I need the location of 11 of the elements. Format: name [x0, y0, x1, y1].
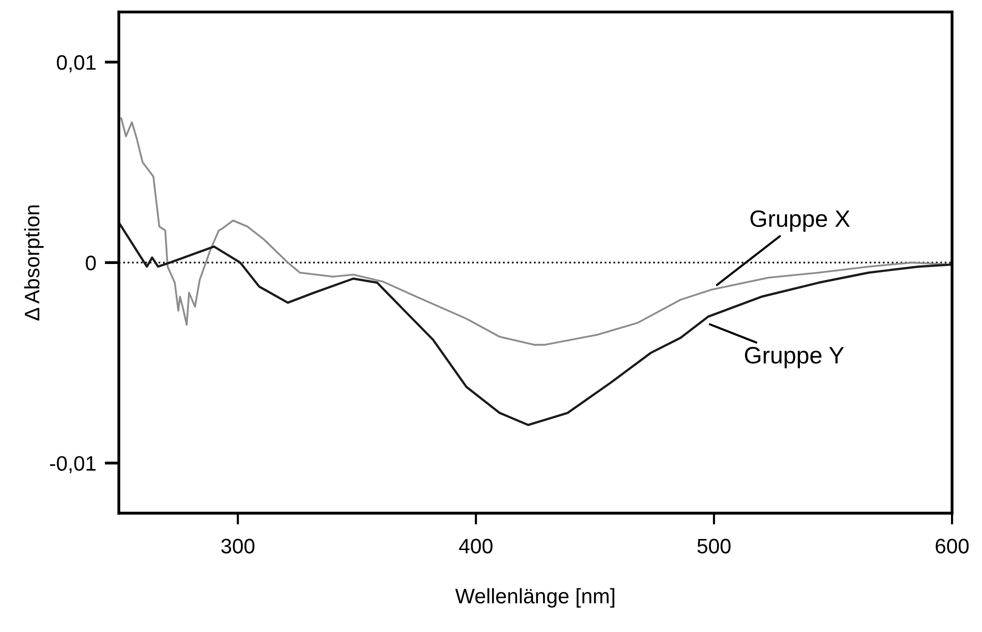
y-tick-label: -0,01 — [50, 456, 96, 474]
x-axis-title: Wellenlänge [nm] — [455, 588, 614, 608]
x-tick-label: 600 — [936, 538, 969, 554]
series-label: Gruppe Y — [744, 346, 844, 368]
x-tick-label: 500 — [697, 538, 731, 554]
x-tick-label: 400 — [459, 538, 492, 554]
x-tick-label: 300 — [221, 538, 254, 554]
series-label: Gruppe X — [750, 210, 850, 232]
y-axis-title: Δ Absorption — [24, 205, 44, 320]
y-tick-label: 0 — [86, 256, 96, 270]
y-tick-label: 0,01 — [56, 55, 96, 72]
